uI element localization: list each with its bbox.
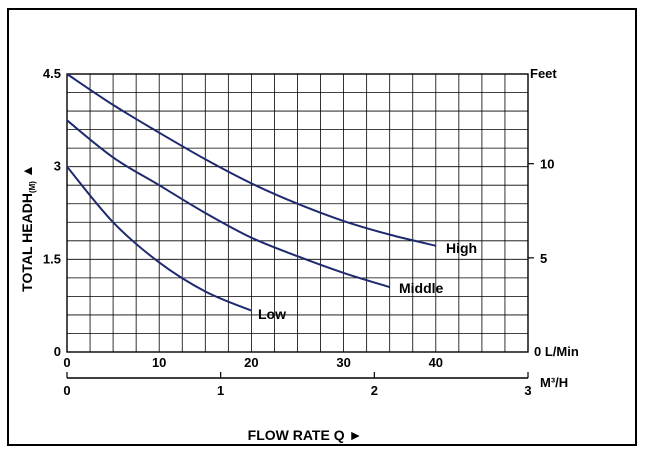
y-axis-title-arrow: ▲ xyxy=(19,164,35,178)
x-primary-tick-label: 40 xyxy=(429,355,443,370)
y-left-tick-label: 3 xyxy=(54,159,61,174)
y-right-unit-label: Feet xyxy=(530,66,557,81)
grid xyxy=(67,74,528,352)
y-left-tick-label: 0 xyxy=(54,344,61,359)
y-axis-title: TOTAL HEADH(M)▲ xyxy=(19,164,37,292)
y-left-tick-label: 1.5 xyxy=(43,251,61,266)
x-axis-title: FLOW RATE Q ► xyxy=(248,427,363,443)
series-label-middle: Middle xyxy=(399,280,444,296)
x-secondary-tick-label: 0 xyxy=(63,383,70,398)
y-axis-title-group: TOTAL HEADH(M)▲ xyxy=(19,164,37,292)
series-line-high xyxy=(66,73,437,247)
labels: 0 1.5 3 4.5 5 10 Feet 0 10 20 30 40 0 L/Min 0 1 2 3 M³/H H… xyxy=(19,66,579,443)
curves xyxy=(66,73,437,312)
series-line-low xyxy=(66,166,252,312)
x-primary-end-label: 0 L/Min xyxy=(534,344,579,359)
x-primary-tick-label: 20 xyxy=(244,355,258,370)
series-label-low: Low xyxy=(258,306,286,322)
y-left-tick-label: 4.5 xyxy=(43,66,61,81)
x-primary-tick-label: 30 xyxy=(336,355,350,370)
y-right-tick-label: 10 xyxy=(540,157,554,172)
y-right-tick-label: 5 xyxy=(540,251,547,266)
y-axis-title-unit: (M) xyxy=(28,181,37,193)
x-secondary-tick-label: 1 xyxy=(217,383,224,398)
x-primary-tick-label: 0 xyxy=(63,355,70,370)
series-line-middle xyxy=(66,119,390,289)
x-primary-tick-label: 10 xyxy=(152,355,166,370)
chart-frame xyxy=(7,8,637,446)
x-secondary-unit-label: M³/H xyxy=(540,375,568,390)
x-secondary-tick-label: 3 xyxy=(524,383,531,398)
x-secondary-tick-label: 2 xyxy=(371,383,378,398)
series-label-high: High xyxy=(446,240,477,256)
plot-border xyxy=(66,73,529,353)
